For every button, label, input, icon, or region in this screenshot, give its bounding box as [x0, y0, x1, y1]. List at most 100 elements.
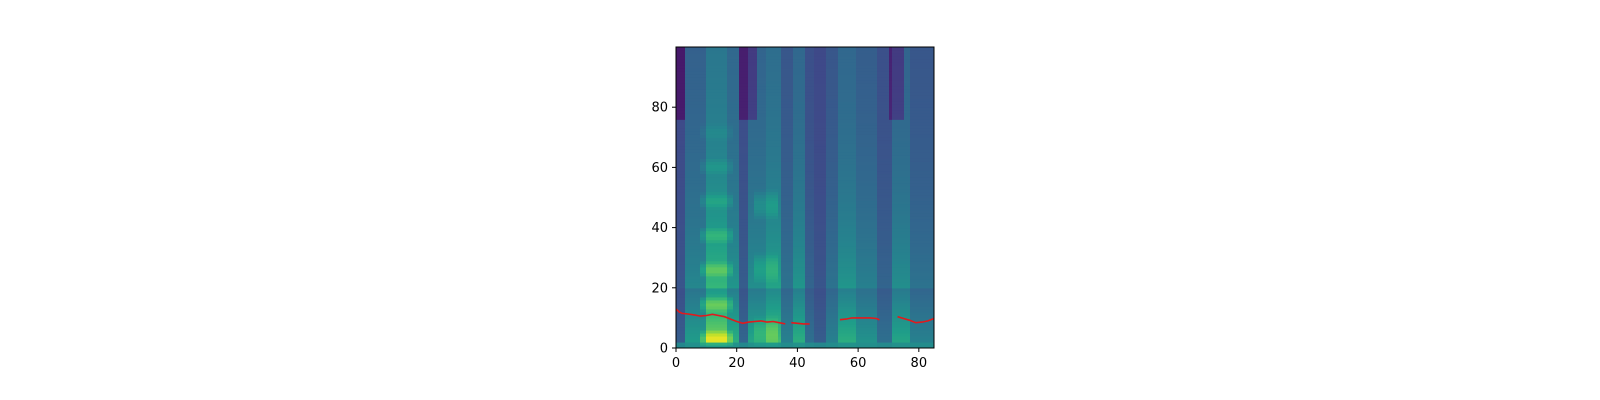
- heatmap-cell: [754, 59, 758, 63]
- heatmap-cell: [769, 140, 773, 144]
- heatmap-cell: [676, 299, 680, 304]
- heatmap-cell: [799, 98, 803, 102]
- heatmap-cell: [793, 248, 797, 253]
- heatmap-cell: [739, 290, 743, 295]
- heatmap-cell: [781, 122, 785, 126]
- heatmap-cell: [682, 263, 686, 268]
- heatmap-cell: [685, 194, 689, 199]
- heatmap-cell: [799, 245, 803, 250]
- heatmap-cell: [706, 317, 710, 322]
- heatmap-cell: [760, 242, 764, 247]
- heatmap-cell: [763, 305, 767, 310]
- heatmap-cell: [685, 83, 689, 87]
- heatmap-cell: [742, 284, 746, 289]
- heatmap-cell: [754, 260, 758, 265]
- heatmap-cell: [718, 47, 722, 51]
- heatmap-cell: [724, 257, 728, 262]
- heatmap-cell: [787, 125, 791, 129]
- heatmap-cell: [712, 326, 716, 331]
- heatmap-cell: [790, 194, 794, 199]
- heatmap-cell: [724, 170, 728, 175]
- heatmap-cell: [697, 164, 701, 168]
- heatmap-cell: [790, 107, 794, 111]
- heatmap-cell: [730, 296, 734, 301]
- heatmap-cell: [742, 269, 746, 274]
- heatmap-cell: [691, 335, 695, 340]
- heatmap-cell: [745, 107, 749, 111]
- heatmap-cell: [679, 176, 683, 181]
- heatmap-cell: [796, 50, 800, 54]
- heatmap-cell: [724, 53, 728, 57]
- heatmap-cell: [745, 329, 749, 334]
- heatmap-cell: [703, 278, 707, 283]
- heatmap-cell: [754, 296, 758, 301]
- heatmap-cell: [778, 152, 782, 156]
- heatmap-cell: [736, 233, 740, 238]
- heatmap-cell: [688, 131, 692, 135]
- heatmap-cell: [697, 293, 701, 298]
- heatmap-cell: [814, 104, 818, 108]
- heatmap-cell: [676, 254, 680, 259]
- heatmap-cell: [781, 191, 785, 196]
- heatmap-cell: [679, 218, 683, 223]
- heatmap-cell: [775, 239, 779, 244]
- heatmap-cell: [676, 74, 680, 78]
- heatmap-cell: [748, 335, 752, 340]
- heatmap-cell: [805, 152, 809, 156]
- heatmap-cell: [799, 335, 803, 340]
- heatmap-cell: [778, 125, 782, 129]
- heatmap-cell: [745, 248, 749, 253]
- heatmap-cell: [685, 281, 689, 286]
- heatmap-cell: [769, 266, 773, 271]
- heatmap-cell: [733, 83, 737, 87]
- heatmap-cell: [700, 284, 704, 289]
- heatmap-cell: [730, 197, 734, 202]
- heatmap-cell: [808, 119, 812, 123]
- heatmap-cell: [676, 101, 680, 105]
- heatmap-cell: [823, 197, 827, 202]
- heatmap-cell: [709, 275, 713, 280]
- heatmap-cell: [808, 74, 812, 78]
- heatmap-cell: [718, 290, 722, 295]
- heatmap-cell: [781, 134, 785, 138]
- heatmap-cell: [694, 305, 698, 310]
- heatmap-cell: [682, 251, 686, 256]
- heatmap-cell: [799, 77, 803, 81]
- heatmap-cell: [748, 95, 752, 99]
- heatmap-cell: [811, 212, 815, 217]
- heatmap-cell: [688, 185, 692, 190]
- heatmap-cell: [769, 314, 773, 319]
- heatmap-cell: [787, 155, 791, 159]
- heatmap-cell: [754, 215, 758, 220]
- heatmap-cell: [823, 260, 827, 265]
- heatmap-cell: [823, 95, 827, 99]
- heatmap-cell: [676, 59, 680, 63]
- heatmap-cell: [700, 287, 704, 292]
- heatmap-cell: [796, 110, 800, 114]
- heatmap-cell: [796, 311, 800, 316]
- heatmap-cell: [775, 89, 779, 93]
- heatmap-cell: [763, 95, 767, 99]
- heatmap-cell: [718, 92, 722, 96]
- heatmap-cell: [718, 338, 722, 343]
- heatmap-cell: [682, 287, 686, 292]
- heatmap-cell: [817, 125, 821, 129]
- heatmap-cell: [739, 167, 743, 172]
- heatmap-cell: [736, 206, 740, 211]
- heatmap-cell: [703, 320, 707, 325]
- heatmap-cell: [757, 335, 761, 340]
- heatmap-cell: [748, 299, 752, 304]
- heatmap-cell: [757, 215, 761, 220]
- heatmap-cell: [703, 251, 707, 256]
- heatmap-cell: [682, 116, 686, 120]
- heatmap-cell: [676, 269, 680, 274]
- heatmap-cell: [715, 122, 719, 126]
- heatmap-cell: [778, 251, 782, 256]
- heatmap-cell: [679, 50, 683, 54]
- heatmap-cell: [784, 80, 788, 84]
- heatmap-cell: [682, 230, 686, 235]
- heatmap-cell: [685, 293, 689, 298]
- heatmap-cell: [814, 98, 818, 102]
- heatmap-cell: [787, 149, 791, 153]
- heatmap-cell: [820, 149, 824, 153]
